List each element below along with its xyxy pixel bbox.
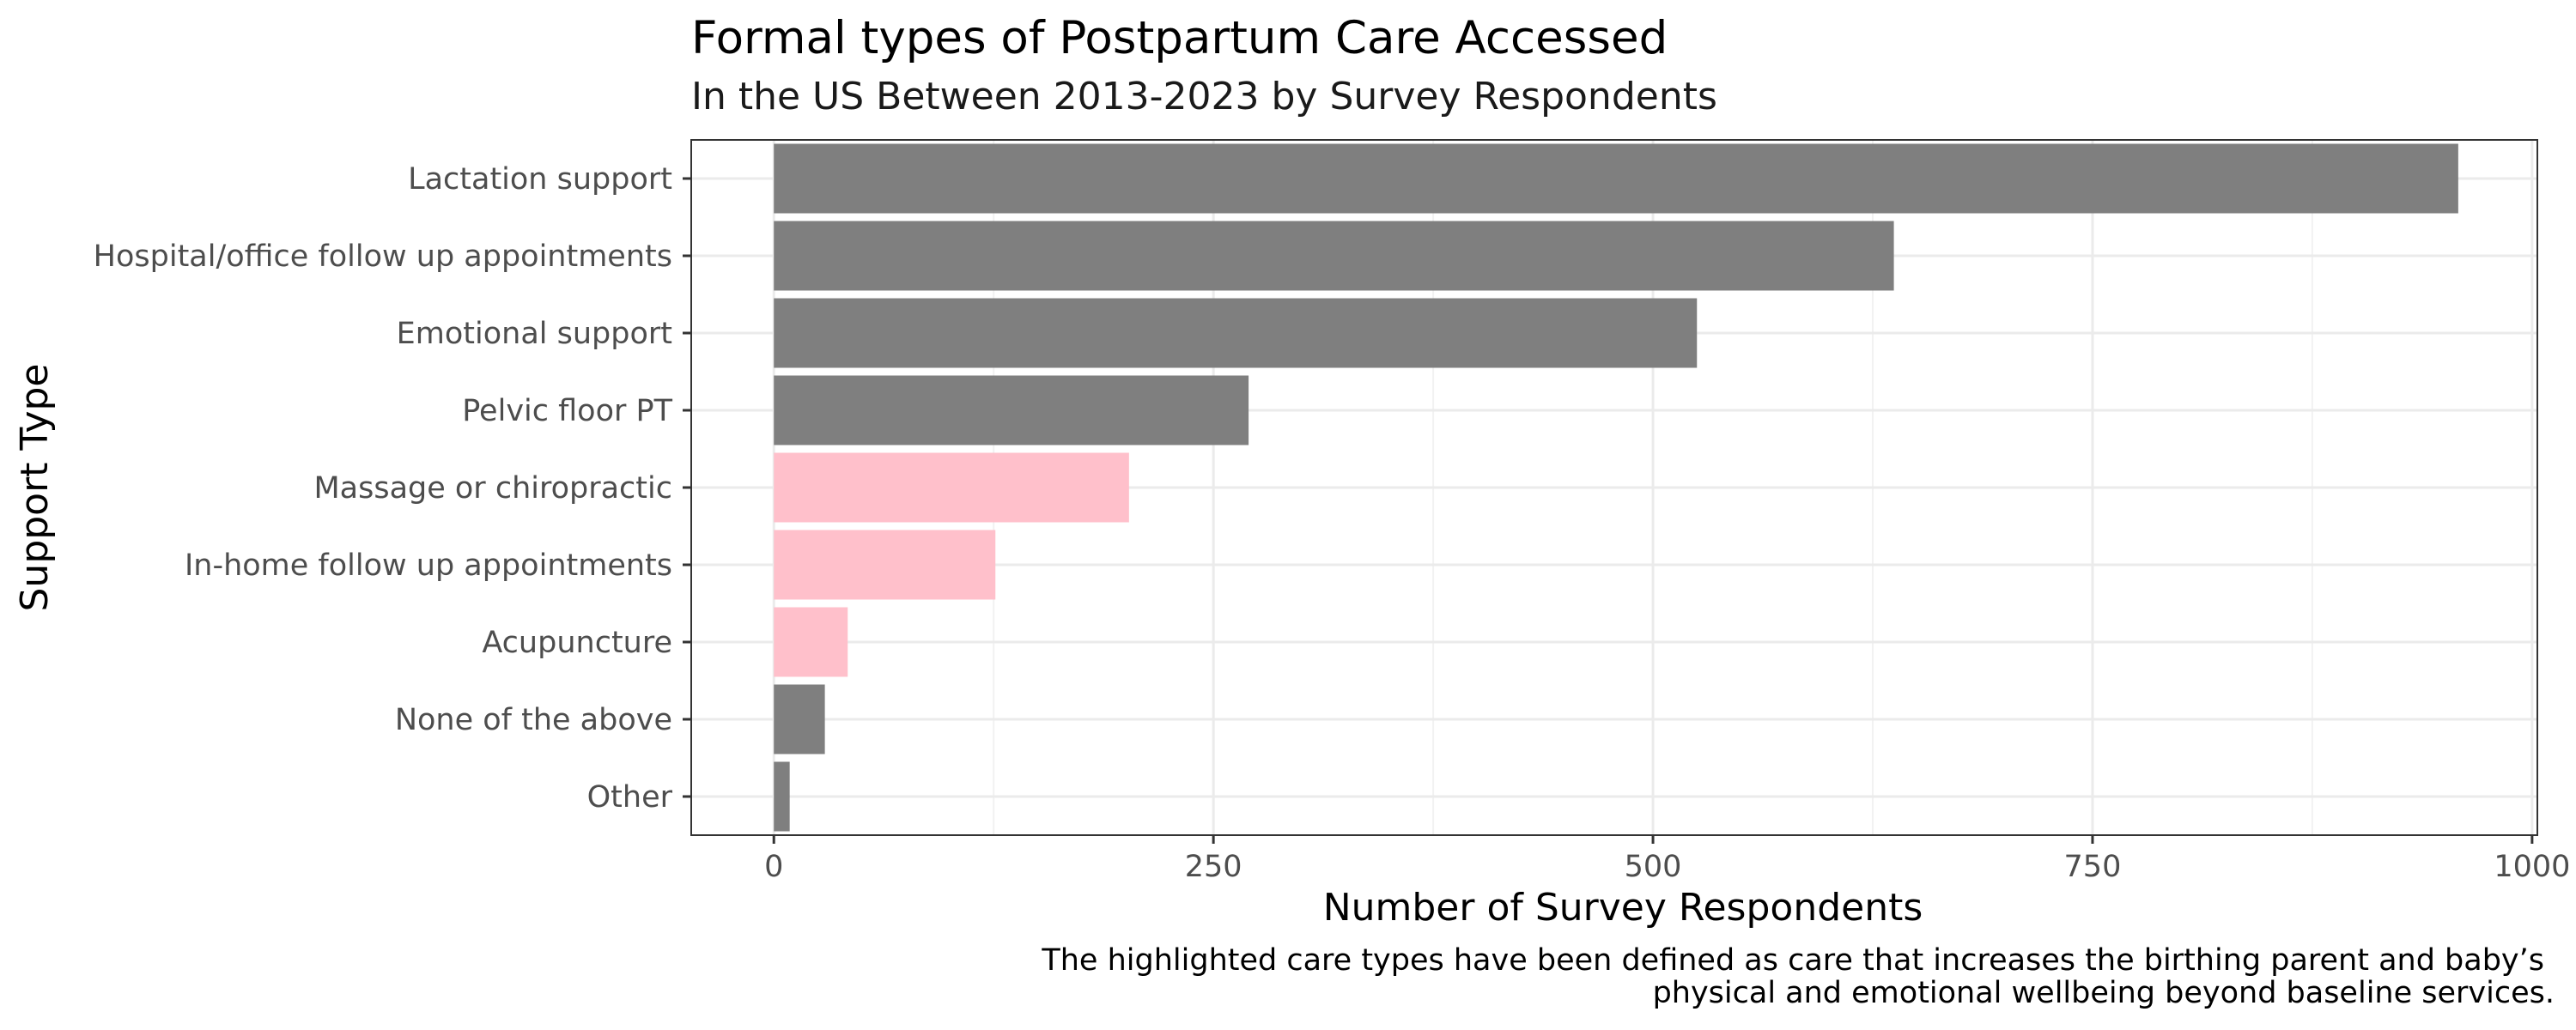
- chart-subtitle: In the US Between 2013-2023 by Survey Re…: [691, 75, 1717, 118]
- y-tick-label: Emotional support: [397, 317, 672, 351]
- x-tick-label: 500: [1625, 850, 1682, 884]
- bar: [774, 375, 1249, 445]
- bar: [774, 684, 825, 754]
- bar: [774, 607, 848, 677]
- bar-layer: [774, 143, 2458, 832]
- x-tick-label: 0: [764, 850, 783, 884]
- y-tick-label: Massage or chiropractic: [313, 471, 672, 506]
- axis-layer: Lactation support Hospital/office follow …: [94, 162, 2571, 884]
- y-tick-label: In-home follow up appointments: [185, 548, 672, 583]
- y-tick-label: Other: [587, 780, 673, 815]
- chart-title: Formal types of Postpartum Care Accessed: [691, 12, 1668, 64]
- x-axis-title: Number of Survey Respondents: [1323, 886, 1923, 930]
- bar: [774, 143, 2458, 214]
- y-axis-title: Support Type: [13, 364, 57, 612]
- chart-caption-line-1: The highlighted care types have been def…: [1041, 943, 2544, 978]
- y-tick-label: Acupuncture: [482, 626, 672, 660]
- y-tick-label: Lactation support: [408, 162, 672, 197]
- bar: [774, 221, 1894, 291]
- y-tick-label: None of the above: [395, 703, 672, 737]
- x-tick-label: 750: [2064, 850, 2122, 884]
- y-tick-label: Pelvic floor PT: [462, 394, 672, 428]
- x-tick-label: 250: [1185, 850, 1242, 884]
- bar: [774, 530, 996, 600]
- y-tick-label: Hospital/office follow up appointments: [94, 239, 672, 274]
- chart-caption-line-2: physical and emotional wellbeing beyond …: [1653, 976, 2555, 1010]
- bar: [774, 761, 790, 832]
- bar: [774, 298, 1698, 368]
- x-tick-label: 1000: [2494, 850, 2570, 884]
- bar: [774, 452, 1129, 523]
